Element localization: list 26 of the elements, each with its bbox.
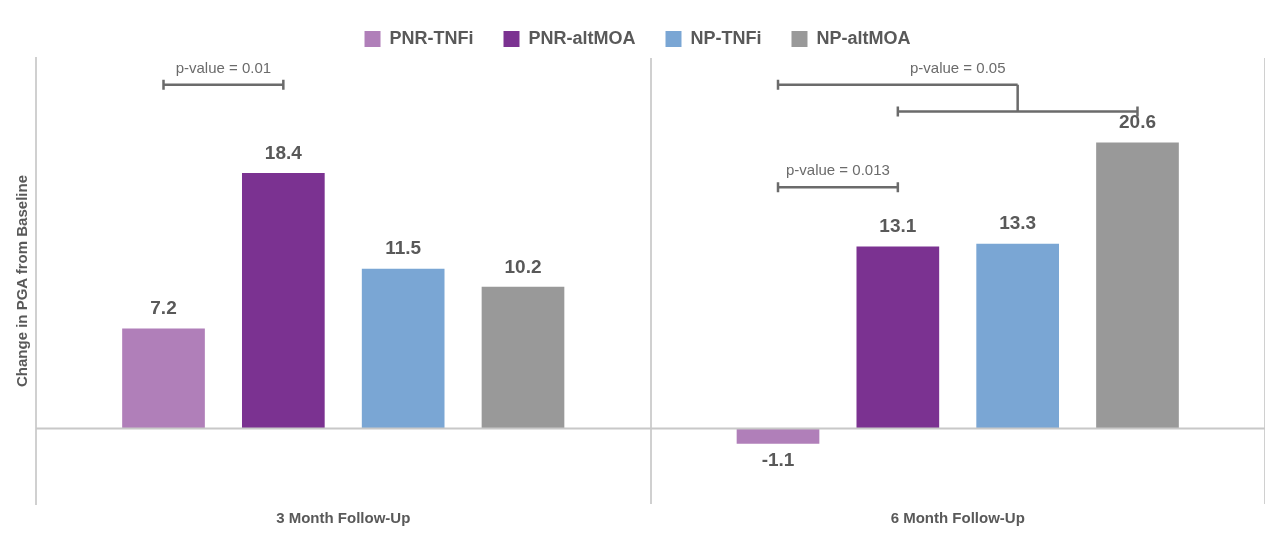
bar [481, 286, 565, 429]
bar [736, 428, 820, 444]
data-label: 20.6 [1119, 111, 1156, 133]
bar [122, 328, 205, 429]
bar [1096, 142, 1179, 429]
bar [361, 268, 445, 429]
data-label: 11.5 [385, 237, 422, 259]
annotation: p-value = 0.013 [786, 161, 890, 179]
bar [976, 243, 1059, 429]
text: p-value = 0.05 [910, 58, 1006, 76]
legend-label: PNR-TNFi [389, 27, 474, 48]
bar [242, 172, 325, 429]
legend-label: NP-altMOA [816, 27, 911, 48]
data-label: 13.3 [999, 212, 1037, 234]
bar [856, 246, 940, 429]
text: p-value = 0.01 [175, 58, 272, 76]
data-label: -1.1 [761, 449, 795, 471]
legend-label: PNR-altMOA [528, 27, 636, 48]
x-tick-label: 6 Month Follow-Up [890, 509, 1025, 527]
data-label: 13.1 [879, 215, 917, 237]
data-label: 10.2 [504, 255, 542, 277]
legend-label: NP-TNFi [690, 27, 762, 48]
x-tick-label: 3 Month Follow-Up [276, 509, 411, 527]
data-label: 18.4 [264, 141, 303, 163]
y-axis-title: Change in PGA from Baseline [13, 175, 31, 387]
data-label: 7.2 [150, 297, 177, 319]
